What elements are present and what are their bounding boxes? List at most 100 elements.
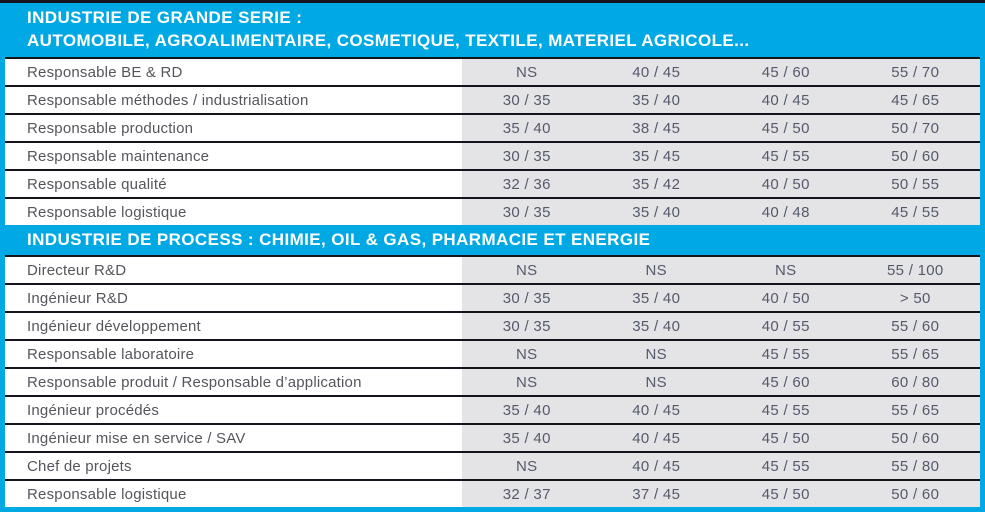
salary-cell: 45 / 55 <box>891 203 940 221</box>
salary-cell: NS <box>516 261 538 279</box>
row-label: Responsable logistique <box>27 203 187 221</box>
salary-cell: 50 / 60 <box>891 485 940 503</box>
salary-cell: 35 / 45 <box>632 147 681 165</box>
salary-band: 30 / 35 35 / 45 45 / 55 50 / 60 <box>462 143 980 169</box>
salary-band: 32 / 36 35 / 42 40 / 50 50 / 55 <box>462 171 980 197</box>
table-row: Responsable maintenance 30 / 35 35 / 45 45 … <box>5 141 980 169</box>
salary-cell: 45 / 55 <box>761 401 810 419</box>
salary-cell: 45 / 55 <box>761 345 810 363</box>
salary-cell: 55 / 65 <box>891 345 940 363</box>
salary-cell: 45 / 50 <box>761 485 810 503</box>
salary-cell: 35 / 40 <box>502 429 551 447</box>
salary-cell: 35 / 40 <box>502 401 551 419</box>
section-header: INDUSTRIE DE GRANDE SERIE : AUTOMOBILE, A… <box>5 3 980 57</box>
salary-cell: 40 / 45 <box>632 457 681 475</box>
salary-cell: NS <box>516 345 538 363</box>
salary-cell: 45 / 60 <box>761 373 810 391</box>
salary-band: 32 / 37 37 / 45 45 / 50 50 / 60 <box>462 481 980 507</box>
salary-cell: 50 / 60 <box>891 429 940 447</box>
row-label: Chef de projets <box>27 457 132 475</box>
salary-cell: NS <box>645 345 667 363</box>
salary-cell: 55 / 100 <box>886 261 944 279</box>
salary-band: 35 / 40 38 / 45 45 / 50 50 / 70 <box>462 115 980 141</box>
row-label: Ingénieur R&D <box>27 289 128 307</box>
row-label: Responsable production <box>27 119 194 137</box>
salary-cell: 55 / 80 <box>891 457 940 475</box>
table-row: Responsable logistique 32 / 37 37 / 45 45 /… <box>5 479 980 507</box>
salary-cell: 38 / 45 <box>632 119 681 137</box>
salary-cell: 40 / 45 <box>632 401 681 419</box>
salary-cell: 30 / 35 <box>502 289 551 307</box>
row-label: Ingénieur procédés <box>27 401 160 419</box>
salary-band: 30 / 35 35 / 40 40 / 50 > 50 <box>462 285 980 311</box>
row-label: Responsable laboratoire <box>27 345 195 363</box>
salary-cell: 40 / 55 <box>761 317 810 335</box>
salary-cell: 40 / 45 <box>632 429 681 447</box>
row-label: Ingénieur développement <box>27 317 201 335</box>
table-row: Responsable produit / Responsable d’appl… <box>5 367 980 395</box>
row-label: Responsable produit / Responsable d’appl… <box>27 373 362 391</box>
salary-band: 30 / 35 35 / 40 40 / 45 45 / 65 <box>462 87 980 113</box>
salary-cell: 37 / 45 <box>632 485 681 503</box>
salary-cell: NS <box>516 373 538 391</box>
salary-cell: 35 / 42 <box>632 175 681 193</box>
row-label: Responsable BE & RD <box>27 63 183 81</box>
top-border-line <box>0 0 985 3</box>
salary-band: NS NS NS 55 / 100 <box>462 257 980 283</box>
table-row: Responsable méthodes / industrialisation… <box>5 85 980 113</box>
salary-cell: 40 / 50 <box>761 175 810 193</box>
salary-band: 35 / 40 40 / 45 45 / 55 55 / 65 <box>462 397 980 423</box>
salary-band: NS NS 45 / 60 60 / 80 <box>462 369 980 395</box>
table-row: Ingénieur développement 30 / 35 35 / 40 40 … <box>5 311 980 339</box>
salary-cell: 40 / 48 <box>761 203 810 221</box>
salary-cell: 30 / 35 <box>502 203 551 221</box>
salary-cell: 45 / 55 <box>761 457 810 475</box>
table-row: Responsable production 35 / 40 38 / 45 45 /… <box>5 113 980 141</box>
section-title-line: INDUSTRIE DE GRANDE SERIE : <box>27 8 303 28</box>
table-row: Ingénieur R&D 30 / 35 35 / 40 40 / 50 > 50 <box>5 283 980 311</box>
row-label: Responsable méthodes / industrialisation <box>27 91 309 109</box>
table-row: Ingénieur mise en service / SAV 35 / 40 40… <box>5 423 980 451</box>
salary-cell: 40 / 45 <box>632 63 681 81</box>
section-title-line: AUTOMOBILE, AGROALIMENTAIRE, COSMETIQUE,… <box>27 31 750 50</box>
row-label: Responsable logistique <box>27 485 187 503</box>
row-label: Responsable maintenance <box>27 147 210 165</box>
salary-band: NS 40 / 45 45 / 60 55 / 70 <box>462 59 980 85</box>
salary-cell: 35 / 40 <box>632 317 681 335</box>
salary-cell: 35 / 40 <box>632 203 681 221</box>
table-row: Ingénieur procédés 35 / 40 40 / 45 45 / 55 5… <box>5 395 980 423</box>
salary-cell: NS <box>645 261 667 279</box>
salary-cell: 50 / 70 <box>891 119 940 137</box>
salary-band: NS NS 45 / 55 55 / 65 <box>462 341 980 367</box>
salary-cell: 60 / 80 <box>891 373 940 391</box>
salary-band: NS 40 / 45 45 / 55 55 / 80 <box>462 453 980 479</box>
table-row: Chef de projets NS 40 / 45 45 / 55 55 / 80 <box>5 451 980 479</box>
salary-cell: 50 / 60 <box>891 147 940 165</box>
salary-table: INDUSTRIE DE GRANDE SERIE : AUTOMOBILE, A… <box>0 3 985 512</box>
salary-cell: 50 / 55 <box>891 175 940 193</box>
salary-cell: 55 / 60 <box>891 317 940 335</box>
salary-band: 30 / 35 35 / 40 40 / 55 55 / 60 <box>462 313 980 339</box>
salary-cell: 30 / 35 <box>502 147 551 165</box>
table-row: Responsable logistique 30 / 35 35 / 40 40 /… <box>5 197 980 225</box>
table-row: Responsable laboratoire NS NS 45 / 55 55 / 6… <box>5 339 980 367</box>
salary-cell: NS <box>775 261 797 279</box>
salary-cell: 45 / 60 <box>761 63 810 81</box>
salary-band: 30 / 35 35 / 40 40 / 48 45 / 55 <box>462 199 980 225</box>
salary-cell: 45 / 50 <box>761 119 810 137</box>
salary-cell: 35 / 40 <box>632 289 681 307</box>
salary-cell: 35 / 40 <box>632 91 681 109</box>
table-row: Directeur R&D NS NS NS 55 / 100 <box>5 255 980 283</box>
table-row: Responsable qualité 32 / 36 35 / 42 40 / 50… <box>5 169 980 197</box>
table-row: Responsable BE & RD NS 40 / 45 45 / 60 55 / … <box>5 57 980 85</box>
salary-cell: 45 / 50 <box>761 429 810 447</box>
section-title-line: INDUSTRIE DE PROCESS : CHIMIE, OIL & GAS… <box>27 229 651 249</box>
salary-cell: 55 / 70 <box>891 63 940 81</box>
salary-cell: NS <box>645 373 667 391</box>
salary-cell: 30 / 35 <box>502 91 551 109</box>
salary-cell: NS <box>516 63 538 81</box>
salary-cell: 30 / 35 <box>502 317 551 335</box>
salary-cell: NS <box>516 457 538 475</box>
salary-cell: > 50 <box>899 289 931 307</box>
